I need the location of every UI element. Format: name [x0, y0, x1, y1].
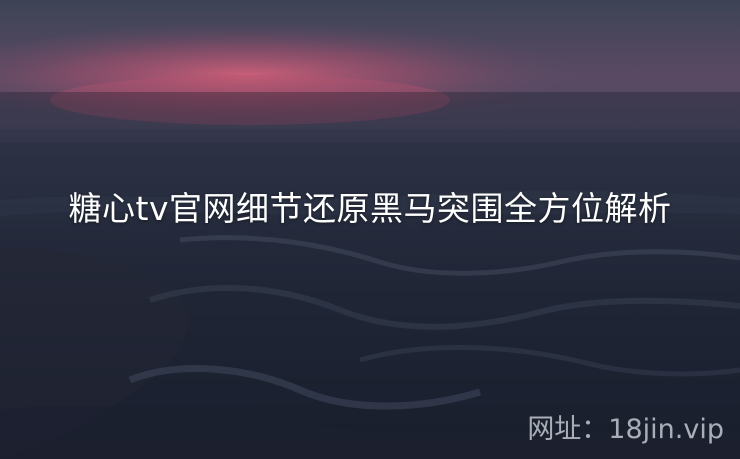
image-dark-overlay	[0, 92, 740, 459]
site-watermark: 网址：18jin.vip	[527, 414, 724, 445]
article-title[interactable]: 糖心tv官网细节还原黑马突围全方位解析	[68, 189, 672, 228]
